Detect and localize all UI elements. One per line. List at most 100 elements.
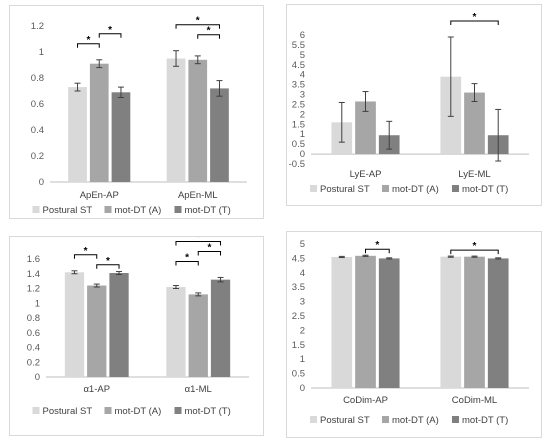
legend-swatch bbox=[310, 416, 317, 423]
legend-swatch bbox=[104, 206, 112, 213]
y-tick-label: 0 bbox=[300, 149, 305, 160]
significance-star: * bbox=[375, 240, 379, 251]
y-tick-label: 1.2 bbox=[27, 284, 40, 295]
bar bbox=[378, 258, 400, 388]
y-tick-label: 3.5 bbox=[292, 282, 305, 293]
legend-item: mot-DT (A) bbox=[382, 184, 439, 195]
bar bbox=[210, 279, 231, 377]
error-bar bbox=[447, 36, 454, 117]
significance-bracket: * bbox=[365, 240, 390, 254]
y-tick-label: 1.5 bbox=[292, 119, 305, 130]
y-tick-label: 4 bbox=[300, 268, 305, 279]
error-bar bbox=[74, 82, 81, 92]
error-bar bbox=[71, 270, 78, 275]
y-tick-label: 5 bbox=[300, 239, 305, 250]
error-bar bbox=[96, 59, 103, 69]
legend-item: Postural ST bbox=[310, 184, 370, 195]
y-tick-label: 1 bbox=[300, 354, 305, 365]
category-label: CoDim-AP bbox=[343, 395, 388, 406]
significance-star: * bbox=[86, 35, 90, 46]
error-bar bbox=[117, 86, 124, 98]
y-tick-label: 1 bbox=[300, 129, 305, 140]
bar bbox=[188, 59, 208, 182]
significance-star: * bbox=[84, 246, 88, 257]
y-tick-label: 3.5 bbox=[292, 80, 305, 91]
y-tick-label: 2.5 bbox=[292, 99, 305, 110]
error-bar bbox=[93, 283, 100, 288]
error-bar bbox=[447, 255, 454, 258]
error-bar bbox=[338, 101, 345, 143]
y-tick-label: 0.4 bbox=[27, 343, 40, 354]
significance-star: * bbox=[473, 12, 477, 23]
y-tick-label: 0.6 bbox=[31, 99, 44, 110]
legend-label: Postural ST bbox=[43, 406, 93, 417]
error-bar bbox=[116, 271, 123, 275]
y-tick-label: 0.5 bbox=[292, 139, 305, 150]
category-label: CoDim-ML bbox=[452, 395, 497, 406]
category-label: LyE-ML bbox=[458, 169, 490, 180]
legend-item: mot-DT (T) bbox=[174, 205, 231, 216]
significance-bracket: * bbox=[77, 35, 100, 48]
y-tick-label: 1.2 bbox=[31, 21, 44, 32]
bar bbox=[331, 256, 353, 388]
y-tick-label: 3 bbox=[300, 90, 305, 101]
legend-item: mot-DT (T) bbox=[452, 184, 508, 195]
bar bbox=[64, 272, 85, 377]
significance-star: * bbox=[196, 16, 200, 27]
significance-bracket: * bbox=[175, 252, 199, 266]
bar bbox=[111, 92, 131, 182]
category-label: LyE-AP bbox=[350, 169, 382, 180]
error-bar bbox=[495, 108, 502, 162]
y-tick-label: 3 bbox=[300, 297, 305, 308]
category-label: ApEn-ML bbox=[178, 190, 218, 201]
bar bbox=[166, 287, 186, 377]
significance-bracket: * bbox=[197, 26, 220, 39]
error-bar bbox=[495, 257, 502, 260]
significance-star: * bbox=[196, 237, 200, 243]
legend-label: Postural ST bbox=[320, 415, 370, 426]
y-tick-label: 0 bbox=[35, 372, 40, 383]
y-tick-label: 0 bbox=[39, 177, 44, 188]
legend-swatch bbox=[32, 206, 40, 213]
y-tick-label: 1.4 bbox=[27, 269, 40, 280]
bar bbox=[68, 87, 87, 182]
y-tick-label: 4 bbox=[300, 70, 305, 81]
bar bbox=[87, 285, 107, 377]
legend-swatch bbox=[452, 416, 459, 423]
error-bar bbox=[471, 255, 478, 258]
legend-item: mot-DT (T) bbox=[452, 415, 508, 426]
error-bar bbox=[362, 254, 369, 257]
significance-star: * bbox=[106, 256, 110, 267]
y-tick-label: 1 bbox=[35, 298, 40, 309]
legend-label: Postural ST bbox=[320, 184, 370, 195]
legend-swatch bbox=[382, 416, 389, 423]
significance-bracket: * bbox=[197, 242, 222, 256]
legend-swatch bbox=[382, 185, 389, 192]
y-tick-label: 5.5 bbox=[292, 40, 305, 51]
significance-star: * bbox=[185, 252, 189, 263]
legend-swatch bbox=[174, 407, 182, 414]
legend-swatch bbox=[452, 185, 459, 192]
error-bar bbox=[173, 50, 180, 67]
category-label: α1-ML bbox=[185, 384, 212, 395]
chart-svg: 0 0.5 1 1.5 2 2.5 3 3.5 4 4.5 5 CoDim-AP CoDim-ML * * P… bbox=[292, 239, 529, 426]
lye-chart-panel: -0.5 0 0.5 1 1.5 2 2.5 3 3.5 4 4.5 5 5.5 6 LyE-AP LyE-M… bbox=[286, 4, 542, 206]
error-bar bbox=[194, 55, 201, 65]
bar bbox=[166, 58, 186, 182]
chart-svg: 0 0.2 0.4 0.6 0.8 1 1.2 ApEn-AP ApEn-ML * * * * Postu… bbox=[31, 16, 247, 216]
chart-svg: 0 0.2 0.4 0.6 0.8 1 1.2 1.4 1.6 α1-AP α1-ML * * * * * Po… bbox=[27, 237, 249, 417]
significance-bracket: * bbox=[450, 12, 499, 25]
legend-item: mot-DT (A) bbox=[382, 415, 439, 426]
chart-svg: -0.500.511.522.533.544.555.56 LyE-AP LyE-M… bbox=[289, 12, 529, 195]
legend-label: mot-DT (A) bbox=[392, 415, 439, 426]
legend-swatch bbox=[174, 206, 182, 213]
alpha1-chart-panel: 0 0.2 0.4 0.6 0.8 1 1.2 1.4 1.6 α1-AP α1-ML * * * * * Po… bbox=[9, 236, 264, 436]
significance-star: * bbox=[473, 241, 477, 252]
category-label: ApEn-AP bbox=[80, 190, 119, 201]
legend-item: mot-DT (A) bbox=[104, 406, 161, 417]
y-tick-label: 6 bbox=[300, 30, 305, 41]
bar bbox=[355, 101, 376, 155]
bar bbox=[109, 273, 129, 377]
legend-label: mot-DT (T) bbox=[462, 415, 508, 426]
y-tick-label: 0.5 bbox=[292, 369, 305, 380]
